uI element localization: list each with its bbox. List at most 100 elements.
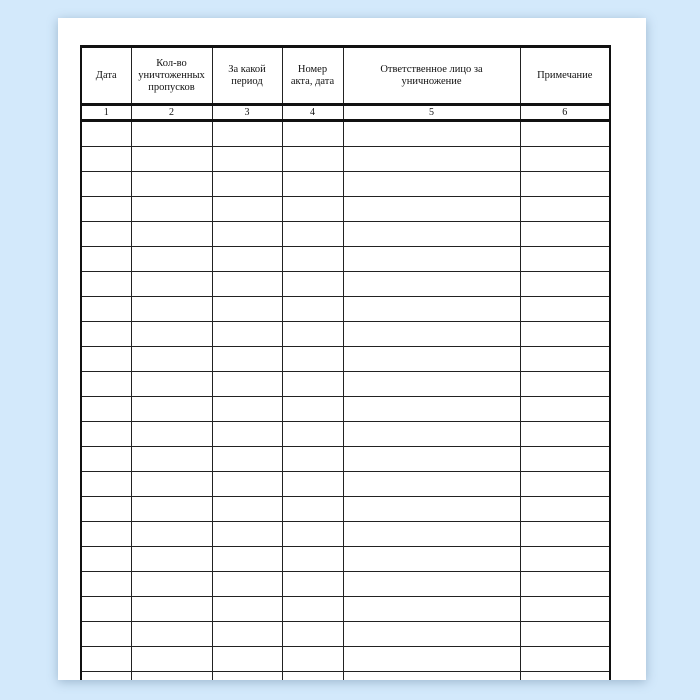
table-cell[interactable] [519,146,611,172]
table-cell[interactable] [281,546,344,572]
table-cell[interactable] [80,146,132,172]
table-cell[interactable] [80,646,132,672]
table-cell[interactable] [281,421,344,447]
table-cell[interactable] [211,196,283,222]
table-cell[interactable] [519,446,611,472]
table-cell[interactable] [130,646,213,672]
table-cell[interactable] [519,546,611,572]
table-cell[interactable] [80,221,132,247]
table-cell[interactable] [519,421,611,447]
table-cell[interactable] [211,146,283,172]
table-cell[interactable] [130,521,213,547]
table-cell[interactable] [281,571,344,597]
table-cell[interactable] [211,546,283,572]
table-cell[interactable] [342,646,521,672]
table-cell[interactable] [130,221,213,247]
table-cell[interactable] [342,171,521,197]
table-cell[interactable] [519,571,611,597]
table-cell[interactable] [130,546,213,572]
table-cell[interactable] [281,646,344,672]
table-cell[interactable] [211,246,283,272]
table-cell[interactable] [80,521,132,547]
table-cell[interactable] [342,396,521,422]
table-cell[interactable] [519,621,611,647]
table-cell[interactable] [342,621,521,647]
table-cell[interactable] [342,421,521,447]
table-cell[interactable] [281,496,344,522]
table-cell[interactable] [80,371,132,397]
table-cell[interactable] [211,646,283,672]
table-cell[interactable] [130,171,213,197]
table-cell[interactable] [519,196,611,222]
table-cell[interactable] [211,571,283,597]
table-cell[interactable] [342,246,521,272]
table-cell[interactable] [130,396,213,422]
table-cell[interactable] [211,671,283,680]
table-cell[interactable] [342,546,521,572]
table-cell[interactable] [80,396,132,422]
table-cell[interactable] [342,596,521,622]
table-cell[interactable] [519,396,611,422]
table-cell[interactable] [80,571,132,597]
table-cell[interactable] [211,521,283,547]
table-cell[interactable] [80,596,132,622]
table-cell[interactable] [211,296,283,322]
table-cell[interactable] [519,296,611,322]
table-cell[interactable] [519,471,611,497]
table-cell[interactable] [130,496,213,522]
table-cell[interactable] [519,371,611,397]
table-cell[interactable] [281,446,344,472]
table-cell[interactable] [80,346,132,372]
table-cell[interactable] [80,546,132,572]
table-cell[interactable] [211,496,283,522]
table-cell[interactable] [519,646,611,672]
table-cell[interactable] [281,521,344,547]
table-cell[interactable] [130,246,213,272]
table-cell[interactable] [211,621,283,647]
table-cell[interactable] [80,446,132,472]
table-cell[interactable] [281,146,344,172]
table-cell[interactable] [281,671,344,680]
table-cell[interactable] [519,596,611,622]
table-cell[interactable] [342,346,521,372]
table-cell[interactable] [80,296,132,322]
table-cell[interactable] [281,321,344,347]
table-cell[interactable] [80,196,132,222]
table-cell[interactable] [519,246,611,272]
table-cell[interactable] [211,171,283,197]
table-cell[interactable] [281,471,344,497]
table-cell[interactable] [130,271,213,297]
table-cell[interactable] [130,471,213,497]
table-cell[interactable] [130,146,213,172]
table-cell[interactable] [281,120,344,147]
table-cell[interactable] [80,271,132,297]
table-cell[interactable] [281,371,344,397]
table-cell[interactable] [130,596,213,622]
table-cell[interactable] [80,471,132,497]
table-cell[interactable] [130,120,213,147]
table-cell[interactable] [281,171,344,197]
table-cell[interactable] [130,421,213,447]
table-cell[interactable] [281,196,344,222]
table-cell[interactable] [130,346,213,372]
table-cell[interactable] [342,146,521,172]
table-cell[interactable] [519,321,611,347]
table-cell[interactable] [281,596,344,622]
table-cell[interactable] [211,271,283,297]
table-cell[interactable] [80,496,132,522]
table-cell[interactable] [211,471,283,497]
table-cell[interactable] [80,621,132,647]
table-cell[interactable] [342,521,521,547]
table-cell[interactable] [281,621,344,647]
table-cell[interactable] [519,521,611,547]
table-cell[interactable] [342,571,521,597]
table-cell[interactable] [342,671,521,680]
table-cell[interactable] [211,371,283,397]
table-cell[interactable] [130,296,213,322]
table-cell[interactable] [281,221,344,247]
table-cell[interactable] [519,346,611,372]
table-cell[interactable] [211,446,283,472]
table-cell[interactable] [519,221,611,247]
table-cell[interactable] [342,471,521,497]
table-cell[interactable] [211,596,283,622]
